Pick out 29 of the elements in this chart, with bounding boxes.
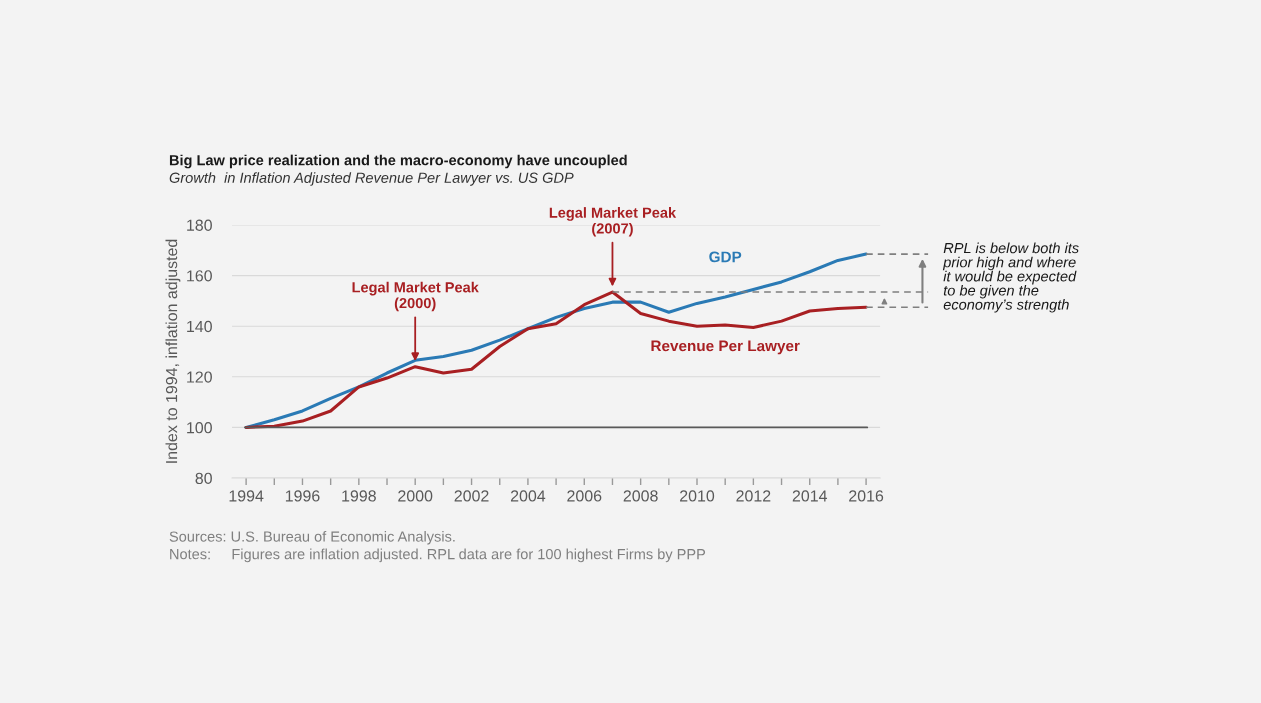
x-tick-label: 2012 (736, 490, 771, 502)
x-tick-label: 2004 (510, 490, 546, 502)
y-tick-label: 140 (187, 320, 212, 333)
text: Notes: Figures are inflation adjusted. RPL data are for 100 highest Firms by PPP (170, 548, 706, 563)
y-tick-label: 160 (187, 270, 212, 282)
y-tick-label: 120 (187, 371, 212, 383)
source-note: Sources: U.S. Bureau of Economic Analysis. (169, 531, 455, 545)
x-tick-label: 2006 (567, 490, 602, 502)
chart-subtitle: Growth in Inflation Adjusted Revenue Per Lawyer vs. US GDP (169, 172, 574, 186)
x-tick-label: 1994 (229, 490, 264, 502)
x-tick-label: 2002 (454, 490, 489, 502)
y-tick-label: 180 (187, 219, 212, 231)
x-tick-label: 1998 (342, 490, 376, 502)
annotation: Legal Market Peak (2000) (352, 281, 479, 312)
x-tick-label: 2016 (849, 490, 884, 502)
x-tick-label: 2010 (680, 490, 715, 502)
x-tick-label: 2014 (792, 490, 828, 502)
series-label: Revenue Per Lawyer (651, 340, 800, 355)
x-tick-label: 2000 (398, 490, 433, 502)
x-tick-label: 2008 (623, 490, 658, 502)
x-tick-label: 1996 (285, 490, 320, 502)
annotation: Legal Market Peak (2007) (549, 207, 677, 237)
annotation: RPL is below both its prior high and where it would be expected to be given the economy’s strength (942, 242, 1079, 313)
line-series (244, 252, 868, 429)
y-tick-label: 100 (187, 422, 212, 434)
y-axis-title: Index to 1994, inflation adjusted (165, 239, 181, 463)
y-tick-label: 80 (195, 472, 212, 484)
series-label: GDP (709, 251, 742, 263)
chart-title: Big Law price realization and the macro-economy have uncoupled (169, 154, 627, 169)
